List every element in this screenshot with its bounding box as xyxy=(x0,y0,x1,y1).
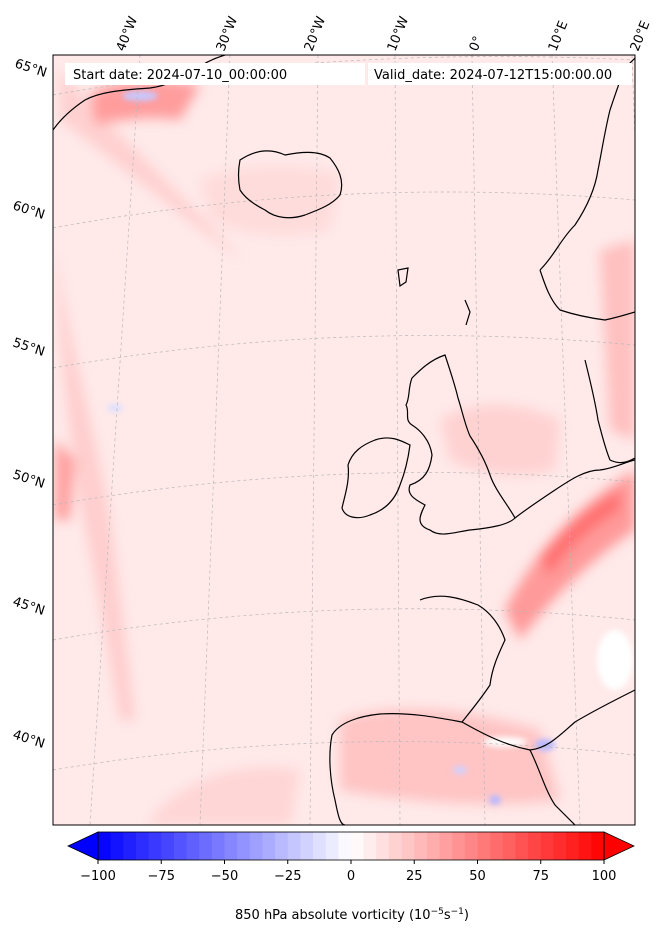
valid-date-label: Valid_date: 2024-07-12T15:00:00.00 xyxy=(374,68,612,83)
coast-mediterranean xyxy=(461,689,635,751)
colorbar-cell xyxy=(591,832,605,860)
lon-label-30w: 30°W xyxy=(214,14,241,53)
colorbar-cell xyxy=(224,832,238,860)
coast-norway xyxy=(539,57,635,271)
colorbar-cell xyxy=(464,832,479,860)
colorbar-cell xyxy=(452,832,466,860)
lat-label-40n: 40°N xyxy=(11,728,47,752)
colorbar-cell xyxy=(363,832,377,860)
colorbar-cell xyxy=(173,832,188,860)
coast-shetland xyxy=(464,299,471,326)
colorbar-cell xyxy=(376,832,390,860)
colorbar-cell xyxy=(490,832,504,860)
colorbar-cell xyxy=(426,832,441,860)
coast-faroe xyxy=(397,267,409,288)
colorbar-cell xyxy=(262,832,276,860)
colorbar-cell xyxy=(211,832,226,860)
colorbar-tick-label: −25 xyxy=(274,869,301,884)
coast-iceland xyxy=(237,150,343,219)
coast-france-iberia xyxy=(329,595,506,825)
colorbar-cell xyxy=(123,832,137,860)
colorbar-extend-low xyxy=(67,831,99,861)
colorbar-cell xyxy=(110,832,124,860)
lon-label-40w: 40°W xyxy=(114,14,141,53)
negative-vorticity-patches xyxy=(107,91,633,805)
colorbar: −100 −75 −50 −25 0 25 50 75 100 850 hPa absolute… xyxy=(67,831,635,923)
colorbar-cell xyxy=(161,832,175,860)
coastlines xyxy=(53,55,635,825)
colorbar-tick-label: 25 xyxy=(406,869,423,884)
colorbar-cell xyxy=(135,832,150,860)
colorbar-cell xyxy=(300,832,314,860)
start-date-box xyxy=(65,63,365,85)
colorbar-label: 850 hPa absolute vorticity (10−5s−1) xyxy=(235,907,469,923)
coast-europe-north xyxy=(514,459,635,519)
colorbar-tick-label: 100 xyxy=(592,869,617,884)
colorbar-tick-label: 50 xyxy=(469,869,486,884)
colorbar-cell xyxy=(313,832,327,860)
colorbar-cells xyxy=(98,832,605,860)
colorbar-cell xyxy=(553,832,567,860)
lat-label-55n: 55°N xyxy=(11,336,47,360)
start-date-label: Start date: 2024-07-10_00:00:00 xyxy=(73,68,287,83)
latitude-labels: 65°N 60°N 55°N 50°N 45°N 40°N xyxy=(11,57,49,752)
lat-label-45n: 45°N xyxy=(11,595,47,619)
colorbar-cell xyxy=(439,832,453,860)
colorbar-cell xyxy=(325,832,339,860)
colorbar-cell xyxy=(401,832,415,860)
lon-label-10e: 10°E xyxy=(546,19,572,54)
map-frame xyxy=(52,54,636,826)
lat-label-65n: 65°N xyxy=(13,57,49,81)
colorbar-ticks: −100 −75 −50 −25 0 25 50 75 100 xyxy=(80,860,616,884)
colorbar-cell xyxy=(148,832,162,860)
colorbar-label-end: ) xyxy=(464,908,469,923)
colorbar-label-mid: s xyxy=(444,908,451,923)
colorbar-cell xyxy=(351,832,365,860)
colorbar-tick-label: −100 xyxy=(80,869,116,884)
colorbar-cell xyxy=(566,832,580,860)
colorbar-cell xyxy=(275,832,289,860)
colorbar-cell xyxy=(199,832,213,860)
lon-label-20e: 20°E xyxy=(628,19,654,54)
colorbar-cell xyxy=(388,832,403,860)
colorbar-cell xyxy=(249,832,264,860)
coast-scotland-england xyxy=(405,354,516,535)
map-panel xyxy=(53,55,635,825)
colorbar-label-exp1: −5 xyxy=(431,907,444,917)
colorbar-tick-label: 75 xyxy=(532,869,549,884)
colorbar-tick-label: −75 xyxy=(148,869,175,884)
colorbar-cell xyxy=(186,832,200,860)
colorbar-cell xyxy=(287,832,301,860)
coast-denmark-baltic xyxy=(584,359,635,464)
lon-label-10w: 10°W xyxy=(385,14,412,53)
colorbar-tick-label: −50 xyxy=(211,869,238,884)
graticule xyxy=(53,55,635,825)
colorbar-cell xyxy=(237,832,251,860)
colorbar-label-exp2: −1 xyxy=(451,907,464,917)
longitude-labels: 40°W 30°W 20°W 10°W 0° 10°E 20°E xyxy=(114,14,654,53)
colorbar-cell xyxy=(515,832,529,860)
colorbar-cell xyxy=(338,832,352,860)
colorbar-cell xyxy=(540,832,554,860)
colorbar-cell xyxy=(414,832,428,860)
coast-spain-east xyxy=(529,749,576,825)
coast-norway-south xyxy=(539,269,635,321)
coast-ireland xyxy=(341,437,411,519)
colorbar-cell xyxy=(528,832,542,860)
colorbar-extend-high xyxy=(603,831,635,861)
colorbar-cell xyxy=(477,832,491,860)
valid-date-box xyxy=(368,63,632,85)
lon-label-20w: 20°W xyxy=(302,14,329,53)
colorbar-tick-label: 0 xyxy=(347,869,355,884)
colorbar-label-text: 850 hPa absolute vorticity (10 xyxy=(235,908,431,923)
lat-label-50n: 50°N xyxy=(11,468,47,492)
colorbar-cell xyxy=(502,832,517,860)
colorbar-cell xyxy=(98,832,112,860)
lon-label-0: 0° xyxy=(467,34,486,53)
colorbar-cell xyxy=(578,832,592,860)
lat-label-60n: 60°N xyxy=(11,199,47,223)
